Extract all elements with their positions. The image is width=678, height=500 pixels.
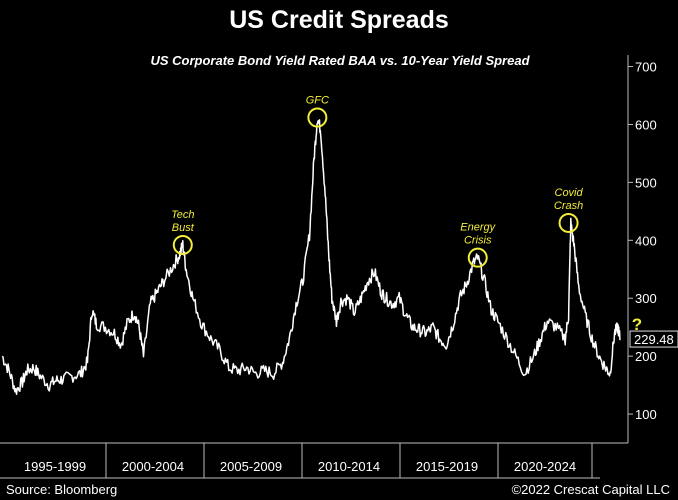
annotations-layer: Tech Bust GFC Energy Crisis Covid Crash? xyxy=(171,95,642,335)
event-annotation-label: Covid Crash xyxy=(554,187,584,212)
x-period-label: 2005-2009 xyxy=(220,459,282,474)
x-period-label: 1995-1999 xyxy=(24,459,86,474)
series-line xyxy=(1,119,621,395)
x-period-label: 2000-2004 xyxy=(122,459,184,474)
series-layer xyxy=(1,119,621,395)
last-value-box xyxy=(629,330,678,348)
y-tick-label: 500 xyxy=(635,175,657,190)
chart-title: US Credit Spreads xyxy=(229,6,449,34)
highlight-circle xyxy=(467,247,488,268)
y-tick-label: 700 xyxy=(635,60,657,75)
copyright-note: ©2022 Crescat Capital LLC xyxy=(511,482,670,497)
event-annotation-label: GFC xyxy=(306,95,329,107)
y-tick-label: 300 xyxy=(635,291,657,306)
last-value-label: 229.48 xyxy=(634,332,674,347)
question-mark-annotation: ? xyxy=(632,315,642,334)
highlight-circle xyxy=(307,107,328,128)
event-annotation-label: Energy Crisis xyxy=(460,222,496,247)
x-period-label: 2010-2014 xyxy=(318,459,380,474)
source-note: Source: Bloomberg xyxy=(6,482,118,497)
y-tick-label: 600 xyxy=(635,117,657,132)
chart-axes: 100 200 300 400 500 600 700 1995-1999 2000-2004 2… xyxy=(0,55,678,479)
x-period-label: 2020-2024 xyxy=(514,459,576,474)
chart-subtitle: US Corporate Bond Yield Rated BAA vs. 10… xyxy=(150,53,530,68)
y-tick-label: 100 xyxy=(635,407,657,422)
y-tick-label: 200 xyxy=(635,349,657,364)
event-annotation-label: Tech Bust xyxy=(171,209,195,234)
x-period-label: 2015-2019 xyxy=(416,459,478,474)
highlight-circle xyxy=(172,234,193,255)
y-tick-label: 400 xyxy=(635,233,657,248)
highlight-circle xyxy=(558,212,579,233)
